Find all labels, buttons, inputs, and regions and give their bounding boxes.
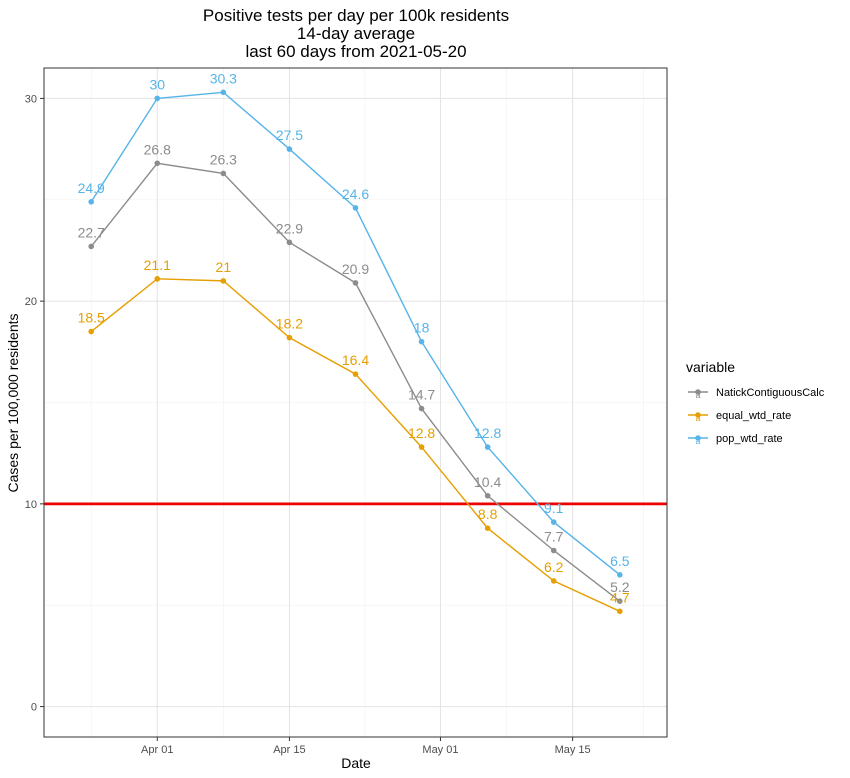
data-label: 18.2 bbox=[276, 316, 303, 332]
data-label: 27.5 bbox=[276, 127, 303, 143]
legend-item-equal_wtd_rate: a equal_wtd_rate bbox=[688, 410, 791, 423]
data-point bbox=[352, 280, 359, 286]
y-axis: 0 10 20 30 bbox=[25, 93, 44, 714]
legend-key-point bbox=[695, 435, 701, 441]
panel-border bbox=[43, 67, 668, 738]
data-point bbox=[286, 146, 293, 152]
data-label: 21 bbox=[216, 259, 232, 275]
legend: variable a NatickContiguousCalc a equal_wtd_… bbox=[686, 359, 825, 446]
legend-key-glyph: a bbox=[695, 413, 700, 423]
data-point bbox=[418, 405, 425, 412]
data-label: 7.7 bbox=[544, 528, 564, 544]
data-labels-group: 22.7 26.8 26.3 22.9 20.9 14.7 10.4 7.7 5.2 18.5 21… bbox=[78, 70, 630, 605]
legend-item-NatickContiguousCalc: a NatickContiguousCalc bbox=[688, 387, 825, 400]
data-point bbox=[352, 205, 359, 211]
legend-item-pop_wtd_rate: a pop_wtd_rate bbox=[688, 433, 783, 446]
x-axis-title: Date bbox=[341, 755, 371, 771]
data-label: 6.2 bbox=[544, 559, 564, 575]
data-label: 22.9 bbox=[276, 220, 303, 236]
plot-panel bbox=[44, 68, 667, 737]
data-label: 18.5 bbox=[78, 310, 105, 326]
legend-label: NatickContiguousCalc bbox=[716, 387, 825, 399]
data-label: 21.1 bbox=[144, 257, 171, 273]
data-point bbox=[484, 525, 491, 531]
data-point bbox=[286, 239, 293, 246]
chart-title-group: Positive tests per day per 100k resident… bbox=[203, 6, 509, 61]
data-label: 22.7 bbox=[78, 224, 105, 240]
data-point bbox=[88, 328, 94, 335]
y-axis-title: Cases per 100,000 residents bbox=[5, 314, 21, 493]
x-tick-label: May 15 bbox=[555, 744, 591, 756]
x-tick-label: Apr 15 bbox=[273, 744, 305, 756]
chart-title-line: Positive tests per day per 100k resident… bbox=[203, 6, 509, 25]
data-label: 5.2 bbox=[610, 579, 630, 595]
data-point bbox=[220, 89, 227, 96]
data-point bbox=[617, 608, 623, 615]
data-point bbox=[154, 160, 161, 167]
data-label: 12.8 bbox=[474, 425, 501, 441]
data-label: 24.6 bbox=[342, 186, 369, 202]
legend-key-glyph: a bbox=[695, 436, 700, 446]
data-point bbox=[550, 578, 557, 584]
y-tick-label: 20 bbox=[25, 296, 37, 308]
data-point bbox=[617, 598, 623, 604]
data-point bbox=[418, 338, 425, 345]
data-point bbox=[88, 243, 94, 250]
data-point bbox=[484, 492, 491, 499]
data-label: 14.7 bbox=[408, 387, 435, 403]
data-label: 16.4 bbox=[342, 352, 369, 368]
data-label: 8.8 bbox=[478, 506, 498, 522]
data-point bbox=[286, 334, 293, 341]
x-axis: Apr 01 Apr 15 May 01 May 15 bbox=[141, 737, 591, 756]
chart-title-line: last 60 days from 2021-05-20 bbox=[245, 42, 466, 61]
legend-label: pop_wtd_rate bbox=[716, 433, 783, 445]
data-label: 9.1 bbox=[544, 500, 564, 516]
series-group bbox=[88, 89, 623, 615]
legend-key-point bbox=[695, 389, 701, 395]
x-tick-label: Apr 01 bbox=[141, 744, 173, 756]
data-label: 4.7 bbox=[610, 589, 630, 605]
y-tick-label: 0 bbox=[31, 702, 37, 714]
data-label: 30 bbox=[149, 76, 165, 92]
data-point bbox=[550, 519, 557, 525]
data-label: 26.3 bbox=[210, 151, 237, 167]
data-point bbox=[550, 547, 557, 554]
data-label: 24.9 bbox=[78, 180, 105, 196]
data-point bbox=[154, 95, 161, 102]
data-point bbox=[88, 199, 94, 205]
data-label: 18 bbox=[414, 320, 430, 336]
data-label: 26.8 bbox=[144, 141, 171, 157]
data-point bbox=[484, 444, 491, 450]
legend-key-point bbox=[695, 412, 701, 418]
data-label: 12.8 bbox=[408, 425, 435, 441]
data-point bbox=[154, 276, 161, 282]
data-point bbox=[418, 444, 425, 450]
data-label: 6.5 bbox=[610, 553, 630, 569]
y-tick-label: 30 bbox=[25, 93, 37, 105]
data-label: 10.4 bbox=[474, 474, 501, 490]
legend-label: equal_wtd_rate bbox=[716, 410, 791, 422]
data-point bbox=[352, 371, 359, 377]
data-label: 30.3 bbox=[210, 70, 237, 86]
x-tick-label: May 01 bbox=[422, 744, 458, 756]
data-point bbox=[617, 572, 623, 578]
data-label: 20.9 bbox=[342, 261, 369, 277]
data-point bbox=[220, 278, 227, 284]
legend-key-glyph: a bbox=[695, 390, 700, 400]
y-tick-label: 10 bbox=[25, 499, 37, 511]
data-point bbox=[220, 170, 227, 177]
legend-title: variable bbox=[686, 359, 735, 375]
chart-title-line: 14-day average bbox=[297, 24, 415, 43]
